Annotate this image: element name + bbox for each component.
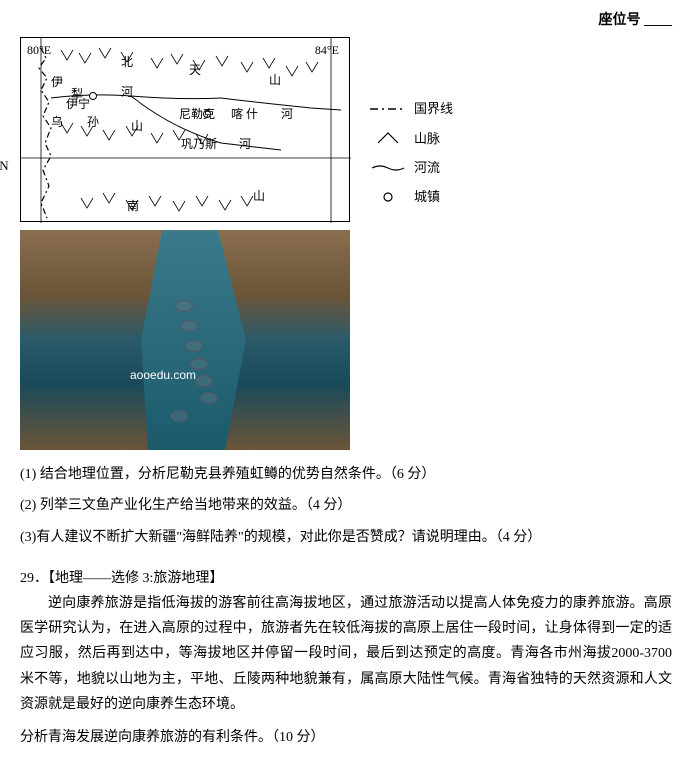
map-wu: 乌: [51, 112, 63, 134]
map-kashi: 喀 什: [231, 104, 258, 126]
map-shan1: 山: [269, 70, 281, 92]
legend-mountain: 山脉: [370, 127, 453, 150]
map-nan: 南: [127, 196, 139, 218]
map-legend: 国界线 山脉 河流 城镇: [370, 97, 453, 209]
town-symbol: [370, 191, 406, 203]
map-legend-container: 80°E 84°E 43°N: [20, 37, 672, 222]
photo-watermark: aooedu.com: [130, 365, 196, 387]
lat-label: 43°N: [0, 154, 9, 177]
section-29-task: 分析青海发展逆向康养旅游的有利条件。（10 分）: [20, 725, 672, 750]
map-he1: 河: [121, 82, 133, 104]
border-symbol: [370, 105, 406, 113]
map-yi: 伊: [51, 72, 63, 94]
map-gongnaisi: 巩乃斯: [181, 134, 217, 156]
seat-number-label: 座位号 ____: [599, 8, 673, 33]
legend-town-label: 城镇: [414, 185, 440, 208]
section-29-paragraph: 逆向康养旅游是指低海拔的游客前往高海拔地区，通过旅游活动以提高人体免疫力的康养旅…: [20, 591, 672, 717]
river-symbol: [370, 163, 406, 173]
map-nileke: 尼勒克: [179, 104, 215, 126]
map-sun: 孙: [87, 112, 99, 134]
map-north: 北: [121, 52, 133, 74]
section-29-title: 29．【地理——选修 3:旅游地理】: [20, 566, 672, 591]
legend-town: 城镇: [370, 185, 453, 208]
fish-farm-photo: aooedu.com: [20, 230, 350, 450]
map-shan2: 山: [131, 116, 143, 138]
question-3: (3)有人建议不断扩大新疆"海鲜陆养"的规模，对此你是否赞成？请说明理由。（4 …: [20, 525, 672, 550]
legend-river: 河流: [370, 156, 453, 179]
legend-border: 国界线: [370, 97, 453, 120]
legend-border-label: 国界线: [414, 97, 453, 120]
question-2: (2) 列举三文鱼产业化生产给当地带来的效益。（4 分）: [20, 493, 672, 518]
mountain-symbol: [370, 131, 406, 145]
question-1: (1) 结合地理位置，分析尼勒克县养殖虹鳟的优势自然条件。（6 分）: [20, 462, 672, 487]
legend-river-label: 河流: [414, 156, 440, 179]
map-shan3: 山: [253, 186, 265, 208]
map-he2: 河: [281, 104, 293, 126]
map-svg: [21, 38, 351, 223]
legend-mountain-label: 山脉: [414, 127, 440, 150]
map-tian: 天: [189, 60, 201, 82]
map-he3: 河: [239, 134, 251, 156]
geography-map: 80°E 84°E 43°N: [20, 37, 350, 222]
section-29: 29．【地理——选修 3:旅游地理】 逆向康养旅游是指低海拔的游客前往高海拔地区…: [20, 566, 672, 750]
